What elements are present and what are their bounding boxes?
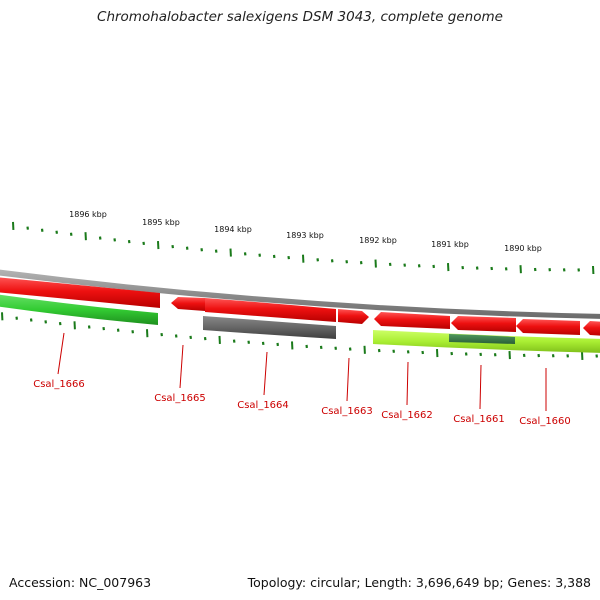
gene-label[interactable]: Csal_1666: [33, 379, 85, 390]
accession-text: Accession: NC_007963: [9, 575, 152, 590]
gene-label[interactable]: Csal_1660: [519, 416, 571, 427]
ruler-label: 1895 kbp: [142, 218, 180, 227]
gene-label[interactable]: Csal_1665: [154, 393, 206, 404]
ruler-labels: 1896 kbp 1895 kbp 1894 kbp 1893 kbp 1892…: [69, 210, 542, 253]
ruler-label: 1896 kbp: [69, 210, 107, 219]
gene-arrow-csal-1662[interactable]: [374, 312, 450, 329]
gene-label[interactable]: Csal_1662: [381, 410, 433, 421]
gene-leader-lines: [57, 332, 547, 411]
ruler-ticks-top: [12, 221, 595, 275]
gene-label[interactable]: Csal_1664: [237, 400, 289, 411]
gene-arrow-csal-1666-outer[interactable]: [0, 277, 160, 308]
ruler-label: 1893 kbp: [286, 231, 324, 240]
gene-arrow-csal-1660-outer[interactable]: [583, 321, 600, 336]
genome-backbone: [0, 269, 600, 319]
gene-overlay-dark-segment: [449, 334, 515, 344]
gene-arrow-csal-1666[interactable]: [0, 294, 158, 325]
gene-arrow-csal-1663[interactable]: [338, 309, 369, 324]
ruler-label: 1890 kbp: [504, 244, 542, 253]
genome-title: Chromohalobacter salexigens DSM 3043, co…: [97, 9, 503, 25]
ruler-label: 1894 kbp: [214, 225, 252, 234]
gene-label[interactable]: Csal_1661: [453, 414, 505, 425]
ruler-ticks-bottom: [1, 312, 598, 361]
genome-summary-text: Topology: circular; Length: 3,696,649 bp…: [247, 575, 591, 590]
ruler-label: 1891 kbp: [431, 240, 469, 249]
gene-arrow-csal-1664[interactable]: [203, 316, 336, 339]
gene-label[interactable]: Csal_1663: [321, 406, 373, 417]
gene-labels: Csal_1666 Csal_1665 Csal_1664 Csal_1663 …: [33, 379, 571, 427]
gene-arrow-csal-1661b[interactable]: [516, 319, 580, 335]
ruler-label: 1892 kbp: [359, 236, 397, 245]
gene-arrow-csal-1665[interactable]: [171, 297, 205, 311]
gene-arrow-csal-1661[interactable]: [451, 316, 516, 332]
gene-arrow-csal-1664-outer[interactable]: [205, 298, 336, 322]
